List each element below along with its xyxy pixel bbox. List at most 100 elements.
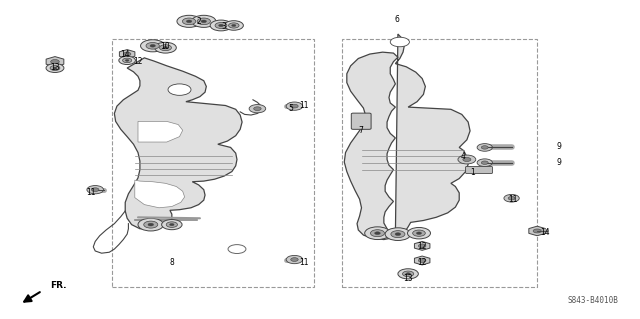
Polygon shape [415, 256, 430, 265]
Circle shape [155, 42, 176, 53]
Circle shape [186, 20, 192, 23]
Circle shape [398, 269, 419, 279]
Circle shape [150, 44, 156, 47]
Text: 5: 5 [288, 104, 293, 113]
Circle shape [413, 230, 426, 236]
Circle shape [123, 58, 132, 63]
Text: 11: 11 [300, 101, 309, 110]
Circle shape [146, 42, 159, 49]
Circle shape [148, 223, 154, 226]
Bar [113, 39, 314, 286]
FancyBboxPatch shape [351, 113, 371, 129]
Circle shape [141, 40, 165, 52]
Circle shape [458, 155, 476, 164]
Circle shape [504, 195, 519, 202]
Circle shape [210, 20, 232, 31]
Circle shape [365, 227, 390, 240]
Circle shape [390, 37, 410, 47]
Circle shape [50, 66, 60, 70]
Text: 12: 12 [133, 56, 143, 65]
Polygon shape [529, 226, 545, 236]
Circle shape [533, 229, 541, 233]
Text: 8: 8 [170, 258, 174, 267]
Circle shape [224, 21, 243, 30]
Circle shape [92, 188, 99, 191]
Circle shape [374, 232, 380, 234]
Circle shape [177, 15, 201, 27]
Polygon shape [138, 122, 182, 142]
Text: 3: 3 [221, 22, 226, 31]
Circle shape [219, 24, 223, 27]
Circle shape [481, 146, 488, 149]
Circle shape [138, 218, 164, 231]
Circle shape [168, 84, 191, 95]
Text: 14: 14 [540, 228, 550, 237]
Circle shape [197, 18, 211, 25]
Text: FR.: FR. [50, 281, 67, 290]
Text: 2: 2 [196, 17, 201, 26]
Text: S843-B4010B: S843-B4010B [568, 296, 619, 305]
Text: 6: 6 [394, 15, 399, 24]
Polygon shape [46, 56, 64, 67]
Circle shape [166, 222, 177, 227]
Text: 11: 11 [508, 195, 518, 204]
Circle shape [249, 105, 266, 113]
Text: 12: 12 [417, 258, 427, 267]
Circle shape [51, 60, 60, 64]
Circle shape [371, 230, 385, 237]
Text: 7: 7 [358, 126, 364, 135]
Circle shape [508, 197, 515, 200]
Circle shape [385, 228, 411, 241]
FancyBboxPatch shape [466, 167, 492, 174]
Circle shape [417, 232, 422, 234]
Text: 14: 14 [120, 50, 130, 59]
Text: 1: 1 [470, 168, 475, 177]
Text: 11: 11 [86, 188, 95, 197]
Circle shape [463, 158, 471, 161]
Polygon shape [115, 58, 242, 229]
Text: 9: 9 [556, 158, 561, 167]
Circle shape [253, 107, 261, 111]
Text: 4: 4 [461, 152, 465, 161]
Circle shape [182, 18, 196, 25]
Circle shape [46, 63, 64, 72]
Circle shape [228, 23, 239, 28]
Circle shape [163, 47, 168, 49]
Circle shape [477, 144, 492, 151]
Circle shape [291, 258, 298, 261]
Text: 11: 11 [300, 258, 309, 267]
Circle shape [144, 221, 158, 228]
Text: 13: 13 [403, 274, 413, 283]
Polygon shape [344, 34, 470, 240]
Polygon shape [120, 50, 135, 58]
Circle shape [419, 244, 426, 248]
Polygon shape [415, 241, 430, 250]
Text: 12: 12 [417, 242, 427, 251]
Circle shape [481, 161, 488, 164]
Circle shape [215, 23, 227, 28]
Circle shape [286, 102, 303, 110]
Circle shape [477, 159, 492, 167]
Circle shape [119, 56, 136, 64]
Circle shape [408, 227, 431, 239]
Circle shape [170, 224, 174, 226]
Circle shape [87, 186, 104, 194]
Circle shape [419, 259, 426, 262]
Circle shape [395, 233, 401, 235]
Circle shape [162, 219, 182, 230]
Circle shape [159, 45, 172, 51]
Bar [342, 39, 537, 286]
Circle shape [291, 104, 298, 108]
Circle shape [406, 273, 410, 275]
Circle shape [391, 231, 405, 238]
Circle shape [124, 52, 131, 56]
Polygon shape [135, 180, 184, 208]
Circle shape [232, 25, 236, 26]
Circle shape [53, 67, 57, 69]
Circle shape [286, 256, 303, 264]
Circle shape [201, 20, 207, 23]
Circle shape [125, 60, 129, 61]
Text: 9: 9 [556, 142, 561, 151]
Text: 10: 10 [161, 42, 170, 51]
Circle shape [191, 15, 216, 27]
